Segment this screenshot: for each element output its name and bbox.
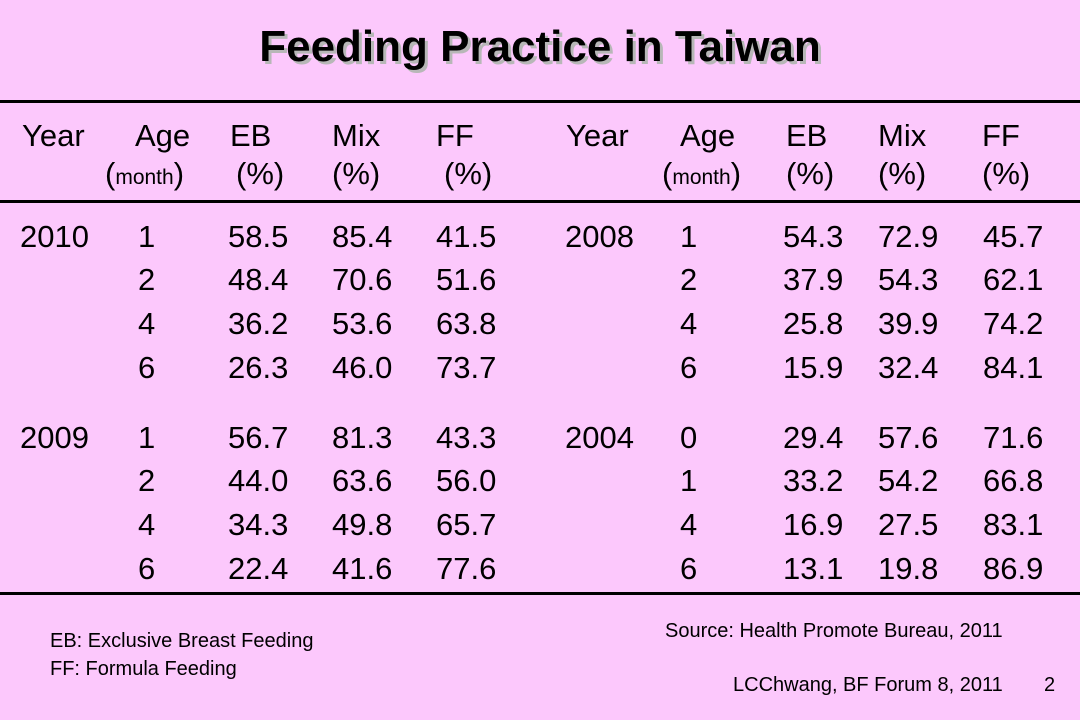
cell-ff: 65.7 <box>436 507 497 542</box>
cell-mix: 72.9 <box>878 219 939 254</box>
cell-eb: 16.9 <box>783 507 844 542</box>
header-ff: FF <box>436 118 474 153</box>
cell-ff: 83.1 <box>983 507 1044 542</box>
cell-age: 6 <box>138 350 156 385</box>
cell-age: 4 <box>138 306 156 341</box>
cell-mix: 81.3 <box>332 420 393 455</box>
cell-ff: 84.1 <box>983 350 1044 385</box>
table-bottom-rule <box>0 592 1080 595</box>
page-number: 2 <box>1044 674 1056 696</box>
header-year: Year <box>566 118 629 153</box>
cell-age: 6 <box>138 551 156 586</box>
header-top-rule <box>0 100 1080 103</box>
cell-ff: 66.8 <box>983 463 1044 498</box>
cell-mix: 53.6 <box>332 306 393 341</box>
cell-mix: 49.8 <box>332 507 393 542</box>
cell-eb: 58.5 <box>228 219 289 254</box>
source-note: Source: Health Promote Bureau, 2011 <box>665 620 1003 642</box>
header-eb: EB <box>786 118 828 153</box>
cell-eb: 37.9 <box>783 262 844 297</box>
cell-ff: 43.3 <box>436 420 497 455</box>
cell-mix: 27.5 <box>878 507 939 542</box>
cell-mix: 63.6 <box>332 463 393 498</box>
cell-age: 4 <box>138 507 156 542</box>
footer-credit: LCChwang, BF Forum 8, 2011 <box>733 674 1003 696</box>
header-ff-unit: (%) <box>444 156 493 191</box>
cell-eb: 22.4 <box>228 551 289 586</box>
cell-year: 2009 <box>20 420 89 455</box>
cell-ff: 41.5 <box>436 219 497 254</box>
cell-mix: 54.3 <box>878 262 939 297</box>
cell-eb: 54.3 <box>783 219 844 254</box>
cell-age: 6 <box>680 350 698 385</box>
cell-ff: 51.6 <box>436 262 497 297</box>
cell-eb: 29.4 <box>783 420 844 455</box>
cell-mix: 54.2 <box>878 463 939 498</box>
cell-age: 4 <box>680 507 698 542</box>
header-age-unit: (month) <box>662 156 742 191</box>
cell-age: 4 <box>680 306 698 341</box>
legend-eb: EB: Exclusive Breast Feeding <box>50 630 314 652</box>
cell-mix: 57.6 <box>878 420 939 455</box>
cell-age: 1 <box>138 219 156 254</box>
cell-ff: 74.2 <box>983 306 1044 341</box>
header-mix-unit: (%) <box>332 156 381 191</box>
header-eb-unit: (%) <box>786 156 835 191</box>
cell-ff: 71.6 <box>983 420 1044 455</box>
cell-age: 0 <box>680 420 698 455</box>
header-mix: Mix <box>878 118 927 153</box>
cell-ff: 45.7 <box>983 219 1044 254</box>
cell-mix: 19.8 <box>878 551 939 586</box>
cell-ff: 56.0 <box>436 463 497 498</box>
cell-year: 2008 <box>565 219 634 254</box>
cell-eb: 13.1 <box>783 551 844 586</box>
header-ff: FF <box>982 118 1020 153</box>
cell-ff: 77.6 <box>436 551 497 586</box>
header-mix-unit: (%) <box>878 156 927 191</box>
header-bottom-rule <box>0 200 1080 203</box>
header-ff-unit: (%) <box>982 156 1031 191</box>
cell-age: 2 <box>138 463 156 498</box>
cell-mix: 70.6 <box>332 262 393 297</box>
cell-ff: 73.7 <box>436 350 497 385</box>
header-age: Age <box>680 118 736 153</box>
header-eb-unit: (%) <box>236 156 285 191</box>
cell-age: 2 <box>680 262 698 297</box>
cell-mix: 85.4 <box>332 219 393 254</box>
header-age-unit: (month) <box>105 156 185 191</box>
cell-mix: 46.0 <box>332 350 393 385</box>
cell-age: 1 <box>680 463 698 498</box>
cell-mix: 41.6 <box>332 551 393 586</box>
cell-eb: 44.0 <box>228 463 289 498</box>
cell-eb: 36.2 <box>228 306 289 341</box>
cell-age: 1 <box>138 420 156 455</box>
slide-title: Feeding Practice in Taiwan <box>259 22 821 71</box>
cell-year: 2004 <box>565 420 634 455</box>
cell-eb: 25.8 <box>783 306 844 341</box>
cell-age: 1 <box>680 219 698 254</box>
cell-ff: 63.8 <box>436 306 497 341</box>
cell-mix: 39.9 <box>878 306 939 341</box>
cell-ff: 86.9 <box>983 551 1044 586</box>
header-mix: Mix <box>332 118 381 153</box>
cell-eb: 48.4 <box>228 262 289 297</box>
cell-age: 6 <box>680 551 698 586</box>
cell-mix: 32.4 <box>878 350 939 385</box>
cell-ff: 62.1 <box>983 262 1044 297</box>
cell-eb: 34.3 <box>228 507 289 542</box>
cell-year: 2010 <box>20 219 89 254</box>
cell-age: 2 <box>138 262 156 297</box>
cell-eb: 56.7 <box>228 420 289 455</box>
header-year: Year <box>22 118 85 153</box>
header-eb: EB <box>230 118 272 153</box>
cell-eb: 15.9 <box>783 350 844 385</box>
cell-eb: 26.3 <box>228 350 289 385</box>
header-age: Age <box>135 118 191 153</box>
cell-eb: 33.2 <box>783 463 844 498</box>
legend-ff: FF: Formula Feeding <box>50 658 237 680</box>
